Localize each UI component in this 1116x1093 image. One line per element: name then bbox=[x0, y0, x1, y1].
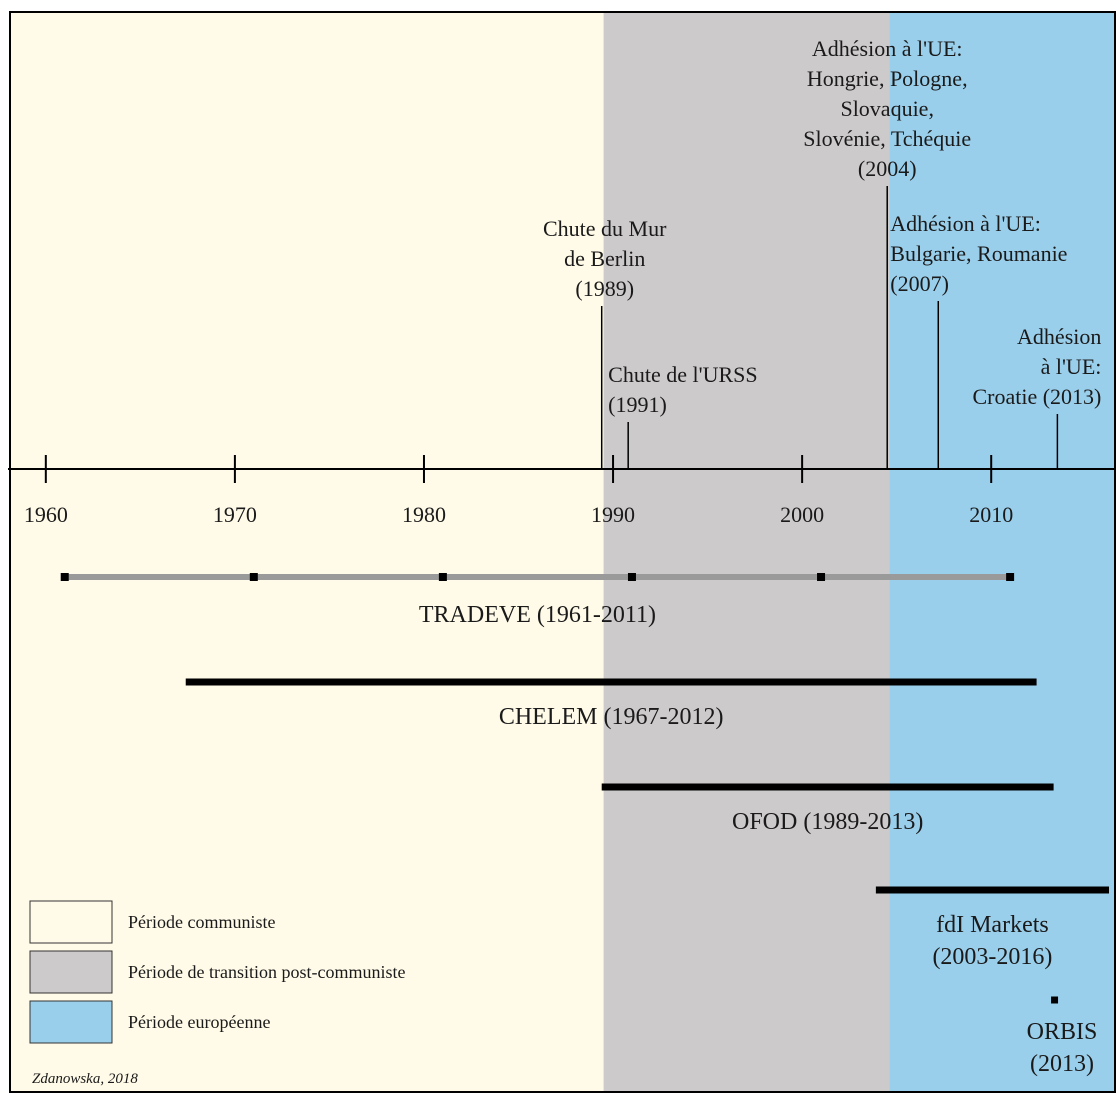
dataset-coverage-bars: TRADEVE (1961-2011) CHELEM (1967-2012) OFO… bbox=[60, 573, 1109, 1077]
tick-label-1980: 1980 bbox=[402, 502, 446, 527]
event-label-ue-2013: Croatie (2013) bbox=[972, 384, 1101, 409]
dataset-marker-tradeve bbox=[438, 573, 447, 581]
event-label-ue-2004: (2004) bbox=[858, 156, 917, 181]
dataset-label-orbis: ORBIS bbox=[1027, 1019, 1098, 1045]
event-label-urss: (1991) bbox=[608, 392, 667, 417]
legend-label-transition: Période de transition post-communiste bbox=[128, 962, 405, 982]
dataset-label-ofod: OFOD (1989-2013) bbox=[732, 809, 923, 835]
axis-ticks bbox=[44, 455, 993, 483]
event-label-berlin: Chute du Mur bbox=[543, 216, 667, 241]
event-label-ue-2013: Adhésion bbox=[1017, 324, 1101, 349]
event-label-ue-2007: (2007) bbox=[890, 271, 949, 296]
dataset-marker-tradeve bbox=[1006, 573, 1015, 581]
legend: Période communiste Période de transition… bbox=[29, 900, 405, 1044]
tick-label-2000: 2000 bbox=[780, 502, 824, 527]
event-label-ue-2004: Slovénie, Tchéquie bbox=[803, 126, 971, 151]
legend-swatch-transition bbox=[29, 950, 113, 994]
dataset-point-orbis bbox=[1051, 996, 1059, 1004]
author-credit: Zdanowska, 2018 bbox=[32, 1071, 138, 1087]
legend-label-communist: Période communiste bbox=[128, 912, 275, 932]
legend-swatch-european bbox=[29, 1000, 113, 1044]
tick-label-1990: 1990 bbox=[591, 502, 635, 527]
event-label-ue-2007: Bulgarie, Roumanie bbox=[890, 241, 1067, 266]
dataset-label-fdi: (2003-2016) bbox=[932, 944, 1052, 970]
event-label-berlin: (1989) bbox=[575, 276, 634, 301]
period-european-band bbox=[889, 12, 1116, 1092]
legend-label-european: Période européenne bbox=[128, 1012, 270, 1032]
event-label-urss: Chute de l'URSS bbox=[608, 362, 757, 387]
event-label-ue-2013: à l'UE: bbox=[1041, 354, 1102, 379]
dataset-marker-tradeve bbox=[817, 573, 826, 581]
event-label-berlin: de Berlin bbox=[564, 246, 645, 271]
period-transition-band bbox=[603, 12, 890, 1092]
dataset-marker-tradeve bbox=[60, 573, 69, 581]
dataset-label-chelem: CHELEM (1967-2012) bbox=[499, 704, 724, 730]
axis-tick-labels: 1960 1970 1980 1990 2000 2010 bbox=[24, 502, 1013, 527]
tick-label-1960: 1960 bbox=[24, 502, 68, 527]
dataset-label-tradeve: TRADEVE (1961-2011) bbox=[419, 602, 656, 628]
dataset-marker-tradeve bbox=[627, 573, 636, 581]
event-label-ue-2007: Adhésion à l'UE: bbox=[890, 211, 1041, 236]
historical-events: Chute du Mur de Berlin (1989) Chute de l'UR… bbox=[543, 36, 1101, 469]
event-label-ue-2004: Adhésion à l'UE: bbox=[812, 36, 963, 61]
dataset-label-fdi: fdI Markets bbox=[936, 912, 1049, 938]
tick-label-2010: 2010 bbox=[969, 502, 1013, 527]
dataset-label-orbis: (2013) bbox=[1030, 1051, 1094, 1077]
event-label-ue-2004: Slovaquie, bbox=[840, 96, 934, 121]
figure-frame bbox=[9, 11, 1116, 1093]
tick-label-1970: 1970 bbox=[213, 502, 257, 527]
dataset-marker-tradeve bbox=[249, 573, 258, 581]
legend-swatch-communist bbox=[29, 900, 113, 944]
event-label-ue-2004: Hongrie, Pologne, bbox=[807, 66, 968, 91]
